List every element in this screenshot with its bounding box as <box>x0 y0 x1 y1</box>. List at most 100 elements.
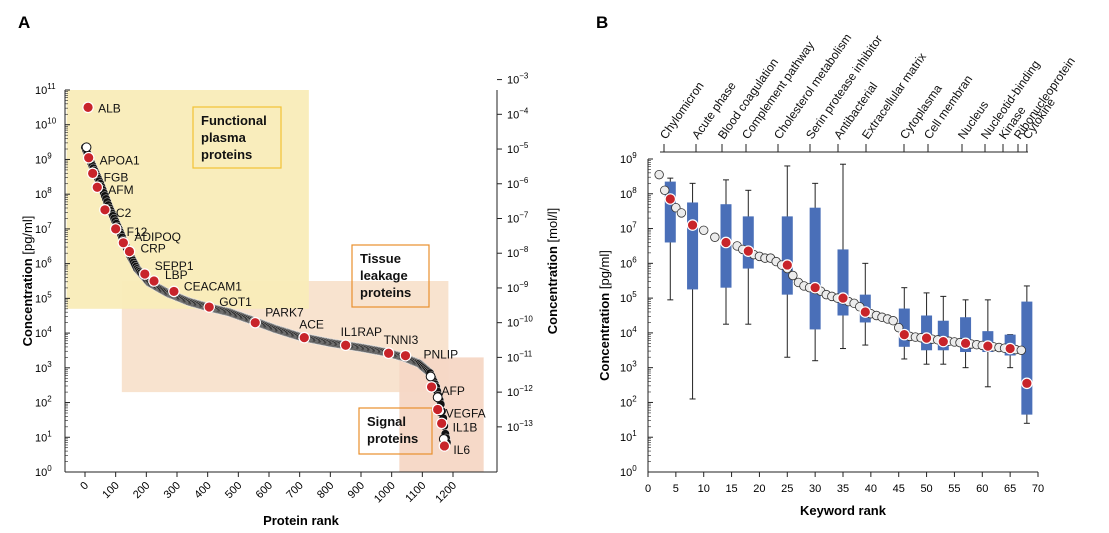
gene-label-alb: ALB <box>98 101 121 115</box>
b-x-tick-label: 20 <box>753 483 765 495</box>
keyword-point <box>676 208 687 218</box>
region-label-tissue: Tissue <box>360 251 401 266</box>
protein-point-open <box>425 371 436 382</box>
x-tick-label: 300 <box>162 480 183 501</box>
b-y-tick-label: 102 <box>620 394 637 409</box>
gene-label-afp: AFP <box>442 384 465 398</box>
box-12 <box>960 317 972 353</box>
keyword-point <box>894 322 904 333</box>
region-label-signal: proteins <box>367 431 418 446</box>
x-tick-label: 800 <box>315 480 336 501</box>
median-point-1 <box>664 193 677 205</box>
gene-label-apoa1: APOA1 <box>100 154 140 168</box>
y-tick-label: 108 <box>35 186 52 201</box>
b-y-tick-label: 107 <box>620 221 637 236</box>
gene-label-il1b: IL1B <box>453 420 478 434</box>
y2-tick-label: 10−7 <box>507 210 529 225</box>
highlight-apoa1 <box>82 151 95 164</box>
median-point-5 <box>781 259 794 271</box>
highlight-il1b <box>435 417 448 430</box>
x-tick-label: 200 <box>131 480 152 501</box>
x-tick-label: 400 <box>192 480 213 501</box>
region-label-functional: proteins <box>201 147 252 162</box>
x-tick-label: 0 <box>78 480 91 493</box>
gene-label-il6: IL6 <box>453 443 470 457</box>
b-y-tick-label: 103 <box>620 360 637 375</box>
y-tick-label: 1010 <box>35 117 57 132</box>
keyword-point <box>710 232 720 242</box>
panel-a-letter: A <box>18 13 30 32</box>
b-y-tick-label: 100 <box>620 464 637 479</box>
highlight-sepp1 <box>139 268 151 280</box>
box-11 <box>937 320 949 351</box>
gene-label-vegfa: VEGFA <box>446 406 486 420</box>
median-point-2 <box>686 219 699 231</box>
highlight-tnni3 <box>382 347 395 360</box>
median-point-10 <box>920 332 933 344</box>
y2-tick-label: 10−10 <box>507 315 533 330</box>
b-x-tick-label: 25 <box>781 483 793 495</box>
x-tick-label: 600 <box>254 480 275 501</box>
b-y-tick-label: 106 <box>620 255 637 270</box>
keyword-point <box>788 270 798 281</box>
median-point-4 <box>742 245 755 257</box>
b-x-tick-label: 15 <box>725 483 737 495</box>
x-tick-label: 500 <box>223 480 244 501</box>
keyword-point <box>888 316 898 326</box>
y2-tick-label: 10−6 <box>507 176 529 191</box>
highlight-pnlip <box>399 349 412 362</box>
gene-label-ceacam1: CEACAM1 <box>184 279 242 293</box>
y-tick-label: 109 <box>35 151 52 166</box>
keyword-point <box>1016 345 1026 355</box>
protein-point-open <box>81 142 92 153</box>
region-label-functional: plasma <box>201 130 247 145</box>
highlight-il1rap <box>339 339 352 352</box>
box-2 <box>687 202 699 290</box>
box-4 <box>742 216 754 269</box>
gene-label-adipoq: ADIPOQ <box>134 230 181 244</box>
box-7 <box>837 249 849 316</box>
y-tick-label: 100 <box>35 464 52 479</box>
y-tick-label: 106 <box>35 256 52 271</box>
gene-label-sepp1: SEPP1 <box>155 259 194 273</box>
y-axis-title: Concentration [pg/ml] <box>20 216 35 347</box>
gene-label-c2: C2 <box>116 206 132 220</box>
highlight-fgb <box>86 167 99 180</box>
median-point-14 <box>1004 342 1016 355</box>
y2-tick-label: 10−3 <box>507 72 529 87</box>
gene-label-afm: AFM <box>108 183 133 197</box>
b-x-tick-label: 45 <box>893 483 905 495</box>
highlight-crp <box>123 245 136 258</box>
median-point-7 <box>837 292 849 304</box>
y-tick-label: 101 <box>35 429 52 444</box>
b-x-tick-label: 5 <box>673 483 679 495</box>
panel-b-trend <box>654 169 1033 390</box>
b-x-axis-title: Keyword rank <box>800 503 887 518</box>
y2-tick-label: 10−5 <box>507 141 529 156</box>
y-tick-label: 1011 <box>35 82 56 97</box>
region-label-signal: Signal <box>367 414 406 429</box>
highlight-afm <box>91 181 104 194</box>
box-6 <box>809 207 821 330</box>
gene-label-lbp: LBP <box>165 268 188 282</box>
x-tick-label: 700 <box>284 480 305 501</box>
box-5 <box>781 216 793 295</box>
y2-tick-label: 10−8 <box>507 245 529 260</box>
y-tick-label: 105 <box>35 290 52 305</box>
y2-tick-label: 10−12 <box>507 384 533 399</box>
x-tick-label: 1100 <box>403 480 428 505</box>
panel-b-letter: B <box>596 13 608 32</box>
gene-label-got1: GOT1 <box>219 295 252 309</box>
region-label-box-signal <box>358 407 433 455</box>
b-y-axis-title: Concentration [pg/ml] <box>597 250 612 381</box>
keyword-point <box>660 185 670 196</box>
highlight-got1 <box>203 301 215 313</box>
region-label-functional: Functional <box>201 113 267 128</box>
panel-b-boxes <box>664 163 1033 424</box>
median-point-13 <box>982 340 994 352</box>
b-y-tick-label: 105 <box>620 290 637 305</box>
highlight-afp <box>425 381 438 393</box>
